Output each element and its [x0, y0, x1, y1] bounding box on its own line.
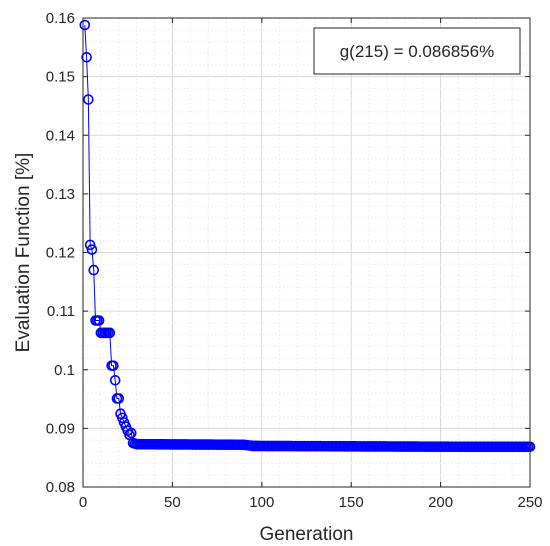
y-tick-label: 0.08 [46, 479, 75, 496]
data-point [117, 412, 128, 424]
y-tick-label: 0.13 [46, 186, 75, 203]
x-axis: 0 50 100 150 200 250 [79, 18, 543, 511]
data-point [113, 393, 125, 404]
x-tick-label: 250 [517, 494, 542, 511]
y-axis-label: Evaluation Function [%] [13, 153, 34, 353]
data-point [125, 427, 137, 439]
y-axis: 0.08 0.09 0.1 0.11 0.12 0.13 0.14 0.15 0.16 [46, 10, 530, 496]
x-tick-label: 150 [339, 494, 364, 511]
x-tick-label: 0 [79, 494, 87, 511]
data-point [81, 51, 92, 63]
data-point [79, 19, 91, 31]
x-tick-label: 100 [249, 494, 274, 511]
y-tick-label: 0.1 [54, 362, 75, 379]
data-point [108, 360, 119, 371]
annotation-frame [313, 27, 521, 75]
series-layer [79, 19, 536, 453]
data-point [88, 264, 100, 276]
y-tick-label: 0.09 [46, 420, 75, 437]
y-tick-label: 0.15 [46, 69, 75, 86]
data-point [93, 315, 105, 326]
data-point [83, 94, 94, 105]
data-point [109, 374, 121, 386]
y-tick-label: 0.14 [46, 127, 75, 144]
y-tick-label: 0.16 [46, 10, 75, 27]
data-point [84, 239, 96, 251]
grid [83, 18, 530, 487]
x-tick-label: 50 [164, 494, 181, 511]
data-point [104, 327, 116, 339]
y-tick-label: 0.11 [47, 303, 75, 320]
annotation-text: g(215) = 0.086856% [340, 42, 495, 61]
x-axis-label: Generation [259, 524, 353, 545]
data-point [86, 244, 98, 255]
y-tick-label: 0.12 [46, 245, 75, 262]
x-tick-label: 200 [428, 494, 453, 511]
annotation-box: g(215) = 0.086856% [313, 27, 521, 75]
